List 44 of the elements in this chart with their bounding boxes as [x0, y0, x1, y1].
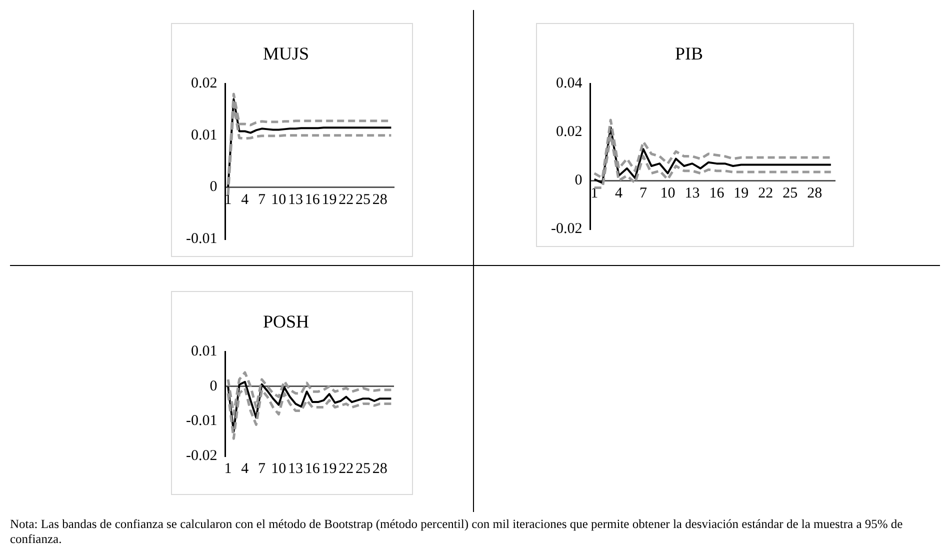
x-tick-label: 25: [356, 460, 371, 477]
y-tick-label: 0: [210, 179, 218, 196]
chart-title: POSH: [262, 312, 310, 332]
x-tick-label: 19: [322, 192, 337, 208]
y-tick-label: 0.01: [190, 344, 218, 360]
y-tick-label: 0.01: [190, 127, 218, 144]
x-tick-label: 16: [709, 185, 725, 202]
x-tick-label: 19: [322, 460, 337, 477]
y-tick-label: 0.02: [556, 124, 582, 140]
chart-title: PIB: [674, 44, 704, 64]
x-tick-label: 4: [615, 185, 624, 202]
y-tick-label: 0.02: [190, 76, 218, 92]
y-tick-label: -0.02: [550, 220, 582, 237]
y-tick-label: -0.01: [186, 413, 218, 430]
x-tick-label: 16: [304, 192, 320, 208]
x-tick-label: 28: [807, 185, 822, 202]
x-tick-label: 28: [372, 460, 388, 477]
chart-title: MUJS: [262, 44, 310, 64]
x-tick-label: 10: [271, 192, 286, 208]
x-tick-label: 4: [241, 460, 250, 477]
x-tick-label: 13: [684, 185, 700, 202]
x-tick-label: 1: [224, 460, 232, 477]
x-tick-label: 10: [271, 460, 286, 477]
x-tick-label: 7: [640, 185, 648, 202]
x-tick-label: 10: [660, 185, 676, 202]
x-tick-label: 22: [758, 185, 774, 202]
x-tick-label: 13: [288, 192, 304, 208]
x-tick-label: 16: [304, 460, 320, 477]
y-tick-label: 0: [574, 172, 582, 188]
x-tick-label: 25: [782, 185, 798, 202]
x-tick-label: 19: [734, 185, 749, 202]
x-tick-label: 7: [258, 460, 266, 477]
x-tick-label: 28: [372, 192, 388, 208]
y-tick-label: -0.01: [186, 230, 218, 247]
x-tick-label: 7: [258, 192, 266, 208]
y-tick-label: 0: [210, 378, 218, 394]
y-tick-label: 0.04: [556, 76, 583, 92]
x-tick-label: 25: [356, 192, 371, 208]
x-tick-label: 4: [241, 192, 250, 208]
text: Nota: Las bandas de confianza se calcularon con el método de Bootstrap (método percentil) con mil iteraciones que permite obtener la desviación estándar de la muestra a 95% de confianza.: [10, 517, 904, 547]
x-tick-label: 13: [288, 460, 304, 477]
x-tick-label: 22: [338, 192, 354, 208]
y-tick-label: -0.02: [186, 448, 218, 464]
x-tick-label: 22: [338, 460, 354, 477]
